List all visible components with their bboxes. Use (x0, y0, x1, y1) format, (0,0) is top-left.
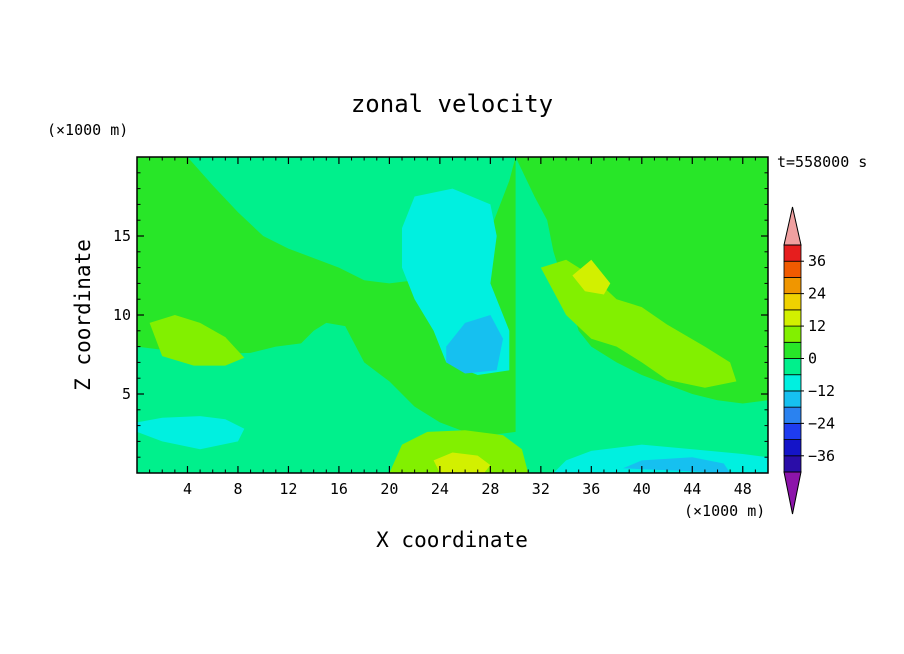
chart-title: zonal velocity (351, 90, 553, 118)
colorbar-segment (783, 309, 802, 327)
x-tick-label: 40 (633, 480, 651, 498)
y-axis-ticks: 5 10 15 (113, 172, 768, 458)
colorbar-segment (783, 341, 802, 359)
y-tick-label: 10 (113, 306, 131, 324)
x-tick-label: 12 (279, 480, 297, 498)
plot-area (137, 157, 768, 473)
y-tick-label: 5 (122, 385, 131, 403)
x-unit-label: (×1000 m) (684, 502, 765, 520)
x-tick-label: 44 (683, 480, 701, 498)
x-tick-label: 8 (233, 480, 242, 498)
colorbar-segment (783, 358, 802, 376)
x-tick-label: 20 (380, 480, 398, 498)
contour-region-13 (433, 452, 491, 473)
colorbar-tick-label: −24 (808, 414, 835, 432)
time-label: t=558000 s (777, 153, 867, 171)
colorbar-tick-label: −12 (808, 382, 835, 400)
colorbar: 36 24 12 0 −12 −24 −36 (783, 206, 835, 515)
x-axis-label: X coordinate (376, 528, 528, 552)
colorbar-segment (783, 325, 802, 343)
x-tick-label: 48 (734, 480, 752, 498)
colorbar-tick-label: 24 (808, 285, 826, 303)
y-axis-label: Z coordinate (71, 239, 95, 391)
x-tick-label: 4 (183, 480, 192, 498)
colorbar-segment (783, 455, 802, 473)
y-unit-label: (×1000 m) (47, 121, 128, 139)
x-tick-label: 28 (481, 480, 499, 498)
colorbar-segment (783, 260, 802, 278)
colorbar-segment (783, 277, 802, 295)
x-tick-label: 32 (532, 480, 550, 498)
contour-region-7 (446, 315, 503, 374)
colorbar-segment (783, 406, 802, 424)
x-tick-label: 24 (431, 480, 449, 498)
contour-region-3 (515, 157, 768, 473)
colorbar-over-triangle (783, 206, 802, 246)
x-tick-label: 36 (582, 480, 600, 498)
colorbar-tick-label: 36 (808, 252, 826, 270)
contour-region-11 (389, 430, 529, 473)
x-tick-label: 16 (330, 480, 348, 498)
colorbar-segment (783, 374, 802, 392)
colorbar-under-triangle (783, 471, 802, 515)
colorbar-segment (783, 390, 802, 408)
colorbar-tick-label: 0 (808, 350, 817, 368)
y-tick-label: 15 (113, 227, 131, 245)
colorbar-segment (783, 439, 802, 457)
x-axis-ticks: 4 8 12 16 20 24 28 32 36 40 44 48 (149, 157, 756, 498)
colorbar-segment (783, 293, 802, 311)
contour-region-5 (137, 416, 245, 450)
colorbar-tick-label: 12 (808, 317, 826, 335)
contour-region-8 (622, 457, 731, 473)
colorbar-segment (783, 422, 802, 440)
contour-region-12 (572, 259, 611, 295)
colorbar-segment (783, 244, 802, 262)
colorbar-tick-label: −36 (808, 447, 835, 465)
contour-region-9 (149, 315, 245, 366)
